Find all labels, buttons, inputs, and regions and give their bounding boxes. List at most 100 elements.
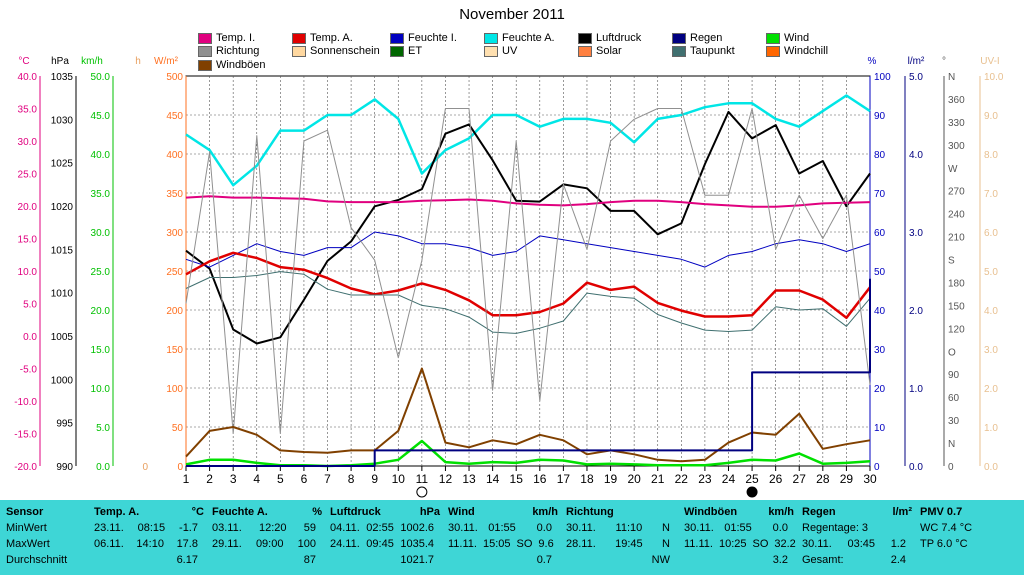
legend-swatch — [578, 45, 592, 57]
wind-tick-label: 10.0 — [91, 384, 111, 395]
wind-tick-label: 30.0 — [91, 228, 111, 239]
table-cell: 30.11. 03:45 1.2 — [802, 538, 906, 550]
legend-label: Windböen — [216, 59, 266, 71]
legend-swatch — [198, 59, 212, 71]
pressure-tick-label: 1005 — [51, 332, 74, 343]
temp-tick-label: -5.0 — [20, 365, 38, 376]
uv-tick-label: 7.0 — [984, 189, 998, 200]
x-tick-label: 10 — [392, 472, 406, 486]
uv-tick-label: 5.0 — [984, 267, 998, 278]
legend-item: Sonnenschein — [292, 45, 380, 57]
chart-series — [185, 94, 871, 468]
wind-tick-label: 40.0 — [91, 150, 111, 161]
x-tick-label: 15 — [510, 472, 524, 486]
legend-swatch — [484, 45, 498, 57]
table-cell: 11.11. 15:05 SO 9.6 — [448, 538, 554, 550]
temp-tick-label: -10.0 — [14, 397, 37, 408]
temp-tick-label: 40.0 — [18, 72, 38, 83]
weather-chart: 1 2 3 4 5 6 7 8 9 10 11 12 13 14 15 16 17 18 19 20 21 22 23 24 2… — [14, 56, 1004, 498]
table-cell: 28.11. 19:45 N — [566, 538, 670, 550]
legend-label: Solar — [596, 45, 622, 57]
table-cell: 1021.7 — [400, 554, 434, 566]
hours-tick-label: 0 — [142, 462, 148, 473]
series-feuchte-i- — [185, 231, 871, 268]
direction-tick-label: 210 — [948, 233, 965, 244]
x-tick-label: 17 — [557, 472, 571, 486]
legend-swatch — [292, 45, 306, 57]
x-tick-label: 23 — [698, 472, 712, 486]
humidity-tick-label: 40 — [874, 306, 886, 317]
direction-tick-label: 60 — [948, 393, 960, 404]
direction-tick-label: 180 — [948, 278, 965, 289]
table-cell: 29.11. 09:00 100 — [212, 538, 316, 550]
chart-title: November 2011 — [459, 6, 565, 23]
legend-item: Windböen — [198, 59, 266, 71]
legend-label: Richtung — [216, 45, 260, 57]
solar-tick-label: 200 — [166, 306, 183, 317]
legend-label: Regen — [690, 32, 723, 44]
table-cell: 04.11. 02:55 1002.6 — [330, 522, 434, 534]
legend-label: Feuchte I. — [408, 32, 457, 44]
legend-label: Wind — [784, 32, 810, 44]
solar-unit-label: W/m² — [154, 56, 179, 67]
series-temp-a- — [185, 251, 871, 320]
temp-tick-label: -20.0 — [14, 462, 37, 473]
x-tick-label: 22 — [675, 472, 689, 486]
x-tick-label: 8 — [348, 472, 355, 486]
pressure-tick-label: 1035 — [51, 72, 74, 83]
pressure-tick-label: 995 — [56, 419, 73, 430]
uv-tick-label: 4.0 — [984, 306, 998, 317]
legend-item: Temp. I. — [198, 32, 255, 44]
x-tick-label: 30 — [863, 472, 877, 486]
temp-tick-label: 35.0 — [18, 105, 38, 116]
legend-swatch — [766, 45, 780, 57]
x-tick-label: 11 — [416, 472, 429, 486]
full-moon-marker — [416, 486, 428, 498]
pressure-tick-label: 1000 — [51, 375, 74, 386]
uv-tick-label: 1.0 — [984, 423, 998, 434]
wind-tick-label: 0.0 — [96, 462, 110, 473]
legend-swatch — [198, 45, 212, 57]
table-cell: 30.11. 11:10 N — [566, 522, 670, 534]
legend-item: Temp. A. — [292, 32, 353, 44]
solar-tick-label: 250 — [166, 267, 183, 278]
humidity-unit-label: % — [868, 56, 877, 67]
series-wind — [185, 439, 871, 468]
legend-swatch — [672, 32, 686, 44]
table-cell: 03.11. 12:20 59 — [212, 522, 316, 534]
table-cell: 3.2 — [772, 554, 788, 566]
solar-tick-label: 50 — [172, 423, 184, 434]
temp-tick-label: 30.0 — [18, 137, 38, 148]
solar-tick-label: 500 — [166, 72, 183, 83]
uv-tick-label: 8.0 — [984, 150, 998, 161]
pressure-tick-label: 1025 — [51, 159, 74, 170]
legend-item: Feuchte I. — [390, 32, 457, 44]
table-cell: 87 — [303, 554, 316, 566]
table-cell: Durchschnitt — [6, 554, 68, 566]
solar-tick-label: 400 — [166, 150, 183, 161]
table-column: Feuchte A.% 03.11. 12:20 59 29.11. 09:00 100 87 — [212, 504, 322, 568]
legend-swatch — [292, 32, 306, 44]
pressure-tick-label: 1010 — [51, 289, 74, 300]
table-header: Richtung — [566, 506, 614, 518]
series-regen — [186, 278, 871, 467]
direction-tick-label: 330 — [948, 118, 965, 129]
table-header: Windböen km/h — [684, 506, 794, 518]
x-tick-label: 16 — [533, 472, 547, 486]
direction-unit-label: ° — [942, 56, 946, 67]
table-header: Wind km/h — [448, 506, 558, 518]
legend-item: ET — [390, 45, 422, 57]
legend-swatch — [198, 32, 212, 44]
wind-tick-label: 15.0 — [91, 345, 111, 356]
legend-swatch — [390, 45, 404, 57]
table-cell: MinWert — [6, 522, 47, 534]
legend-item: Wind — [766, 32, 809, 44]
x-tick-label: 21 — [651, 472, 665, 486]
series-feuchte-a- — [185, 94, 871, 187]
humidity-tick-label: 20 — [874, 384, 886, 395]
humidity-tick-label: 70 — [874, 189, 886, 200]
table-cell: WC 7.4 °C — [920, 522, 973, 534]
solar-tick-label: 100 — [166, 384, 183, 395]
series-temp-i- — [185, 195, 871, 208]
humidity-tick-label: 10 — [874, 423, 886, 434]
